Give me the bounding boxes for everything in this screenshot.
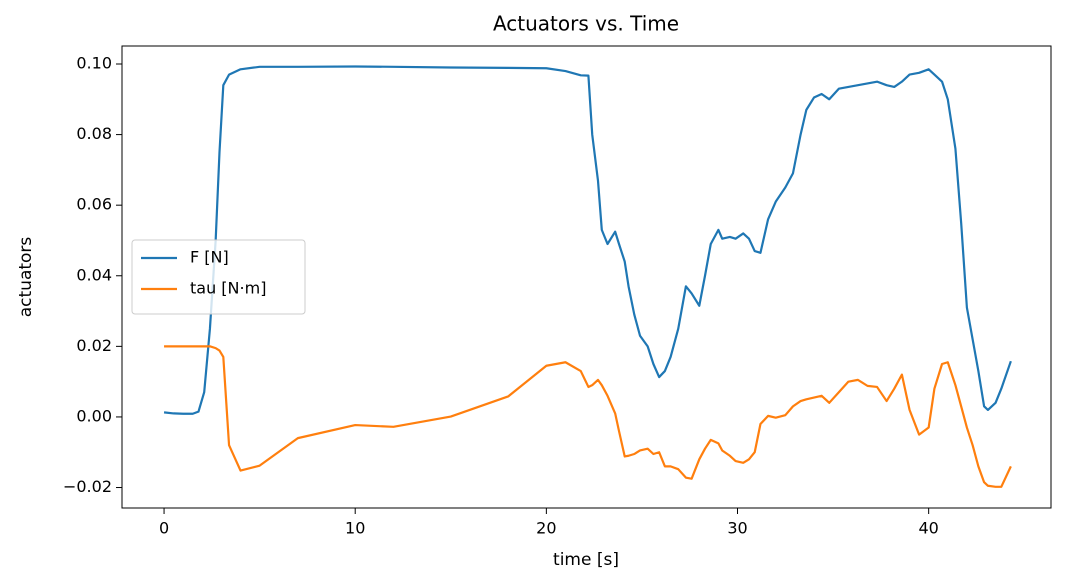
x-tick-label: 40 <box>918 519 938 538</box>
x-tick-label: 20 <box>536 519 556 538</box>
y-tick-label: 0.10 <box>76 54 112 73</box>
legend-label: F [N] <box>190 248 229 267</box>
x-tick-label: 10 <box>345 519 365 538</box>
y-axis-title: actuators <box>16 237 36 318</box>
y-tick-label: 0.00 <box>76 406 112 425</box>
x-tick-label: 0 <box>159 519 169 538</box>
plot-frame <box>121 45 1052 509</box>
legend-label: tau [N·m] <box>190 279 266 298</box>
series-line <box>164 345 1012 488</box>
series-line <box>163 65 1012 415</box>
y-tick-label: 0.04 <box>76 265 112 284</box>
y-tick-label: 0.02 <box>76 336 112 355</box>
chart-title: Actuators vs. Time <box>493 12 679 36</box>
y-tick-label: 0.08 <box>76 124 112 143</box>
y-tick-label: −0.02 <box>63 477 112 496</box>
y-tick-label: 0.06 <box>76 195 112 214</box>
x-axis-title: time [s] <box>553 550 619 570</box>
x-tick-label: 30 <box>727 519 747 538</box>
